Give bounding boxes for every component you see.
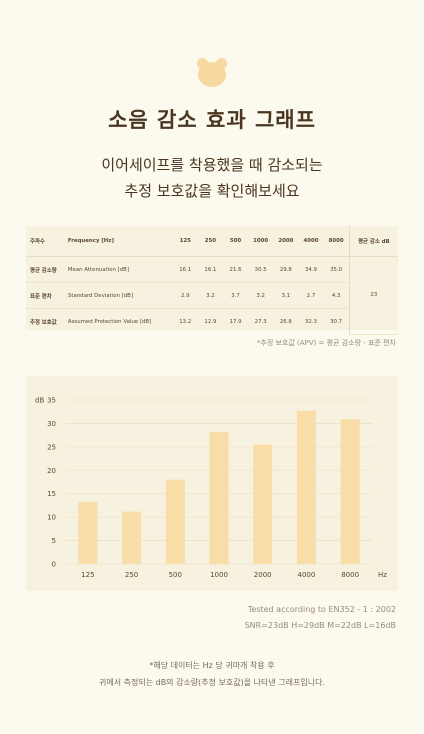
bar-2000 [253,444,273,564]
header-avg: 평균 감소 dB [348,226,398,257]
table-cell: 13.2 [179,318,192,325]
tested-ratings: SNR=23dB H=29dB M=22dB L=16dB [244,621,396,630]
bear-head [198,62,226,87]
bar-125 [78,502,98,564]
bar-1000 [209,431,229,564]
row-key: 표준 편차 [26,282,68,309]
x-tick-label: 250 [125,571,138,579]
y-tick-label: 15 [47,490,56,498]
header-name: Frequency [Hz] [67,226,173,257]
bar-500 [165,479,185,564]
table-header-row: 주파수 Frequency [Hz] 125 250 500 1000 2000… [26,226,398,257]
table-cell: 3.7 [222,282,249,309]
y-tick-label: 25 [47,443,56,451]
y-tick-label: 20 [47,467,56,475]
header-freq-4000: 4000 [298,226,324,257]
footer-note: *해당 데이터는 Hz 당 귀마개 착용 후 귀에서 측정되는 dB의 감소량(… [0,657,424,691]
bear-ear-left [197,58,208,69]
table-cell: 16.1 [197,256,223,283]
table-cell: 26.8 [279,318,292,325]
table-cell: 4.3 [323,282,350,309]
header-key: 주파수 [26,226,68,257]
header-freq-125: 125 [172,226,198,257]
row-name: Standard Deviation [dB] [67,282,173,309]
table-cell: 17.9 [229,318,242,325]
y-tick-label: 35 [47,397,56,405]
table-cell: 27.3 [254,318,267,325]
table-cell: 3.2 [197,282,223,309]
table-cell: 3.1 [273,282,299,309]
y-tick-label: 0 [52,561,56,569]
x-tick-label: 125 [81,571,94,579]
footer-line-2: 귀에서 측정되는 dB의 감소량(추정 보호값)을 나타낸 그래프입니다. [99,678,325,687]
bear-logo-icon [196,58,228,88]
table-cell: 32.3 [304,318,317,325]
apv-note: *추정 보호값 (APV) = 평균 감소량 - 표준 편차 [256,339,396,347]
bar-250 [122,511,142,564]
attenuation-table-panel: 주파수 Frequency [Hz] 125 250 500 1000 2000… [26,226,398,335]
header-freq-250: 250 [197,226,223,257]
page-subtitle: 이어세이프를 착용했을 때 감소되는 추정 보호값을 확인해보세요 [0,152,424,204]
table-cell: 30.5 [248,256,274,283]
table-cell: 29.8 [273,256,299,283]
bar-8000 [340,419,360,564]
table-row: 평균 감소량 Mean Attenuation [dB] 16.1 16.1 2… [26,256,398,335]
bar-4000 [296,410,316,564]
table-cell: 2.7 [298,282,324,309]
attenuation-table: 주파수 Frequency [Hz] 125 250 500 1000 2000… [26,226,398,335]
table-row: 추정 보호값 Assumed Protection Value [dB] 13.… [26,309,398,335]
row-name: Assumed Protection Value [dB] [67,318,152,325]
table-cell: 34.9 [298,256,324,283]
table-cell: 21.6 [222,256,249,283]
row-key: 평균 감소량 [26,256,68,283]
y-tick-label: 5 [52,537,56,545]
page-title: 소음 감소 효과 그래프 [108,108,316,132]
x-tick-label: 4000 [298,571,316,579]
y-tick-label: 30 [47,420,56,428]
x-tick-label: 1000 [210,571,228,579]
table-row: 표준 편차 Standard Deviation [dB] 2.9 3.2 3.… [26,282,398,309]
x-tick-label: 8000 [341,571,359,579]
chart-panel: 0 5 10 15 20 25 30 35 dB 125 250 500 1000 2000 4000 800… [26,376,398,591]
header-freq-8000: 8000 [323,226,350,257]
table-cell: 12.9 [204,318,217,325]
tested-standard: Tested according to EN352 - 1 : 2002 [247,605,396,614]
avg-reduction-value: 23 [348,256,398,335]
x-tick-label: 2000 [254,571,272,579]
y-tick-label: 10 [47,514,56,522]
header-freq-1000: 1000 [248,226,274,257]
bear-ear-right [216,58,227,69]
table-cell: 3.2 [248,282,274,309]
subtitle-line-2: 추정 보호값을 확인해보세요 [124,182,300,200]
header-freq-500: 500 [222,226,249,257]
table-cell: 2.9 [172,282,198,309]
row-key: 추정 보호값 [30,319,57,326]
table-cell: 30.7 [330,318,343,325]
table-cell: 35.0 [323,256,350,283]
x-tick-label: 500 [169,571,182,579]
footer-line-1: *해당 데이터는 Hz 당 귀마개 착용 후 [149,661,275,670]
x-axis-label: Hz [378,571,387,579]
row-name: Mean Attenuation [dB] [67,256,173,283]
header-freq-2000: 2000 [273,226,299,257]
table-cell: 16.1 [172,256,198,283]
test-standard-info: Tested according to EN352 - 1 : 2002 SNR… [245,602,396,634]
subtitle-line-1: 이어세이프를 착용했을 때 감소되는 [101,156,323,174]
y-axis-label: dB [35,397,44,405]
